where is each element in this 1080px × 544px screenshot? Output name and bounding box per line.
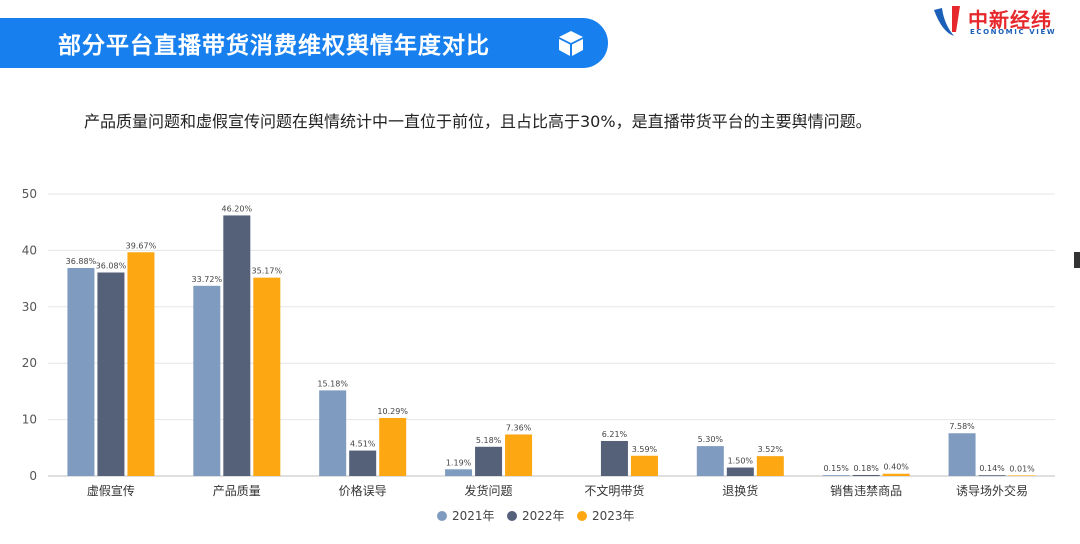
logo-mark-icon bbox=[934, 6, 960, 36]
y-tick-label: 30 bbox=[22, 300, 37, 314]
data-label: 0.01% bbox=[1009, 464, 1035, 473]
bar bbox=[852, 474, 880, 476]
legend-label: 2023年 bbox=[592, 509, 635, 523]
logo-subtitle: ECONOMIC VIEW bbox=[970, 28, 1057, 36]
bar bbox=[475, 446, 503, 476]
bar bbox=[756, 456, 784, 476]
bar bbox=[882, 473, 910, 476]
bar bbox=[349, 450, 377, 476]
y-tick-label: 50 bbox=[22, 187, 37, 201]
data-label: 39.67% bbox=[126, 241, 157, 250]
legend-label: 2022年 bbox=[522, 509, 565, 523]
x-tick-label: 不文明带货 bbox=[584, 483, 644, 498]
bar bbox=[67, 267, 95, 476]
data-label: 10.29% bbox=[377, 407, 408, 416]
bar bbox=[127, 252, 155, 476]
data-label: 36.88% bbox=[66, 257, 97, 266]
data-label: 4.51% bbox=[350, 440, 376, 449]
bar bbox=[445, 469, 473, 476]
bar bbox=[505, 434, 533, 476]
data-label: 3.59% bbox=[632, 445, 658, 454]
logo: 中新经纬 ECONOMIC VIEW bbox=[930, 2, 1080, 44]
data-label: 5.30% bbox=[698, 435, 724, 444]
x-tick-label: 退换货 bbox=[722, 483, 758, 498]
bar bbox=[822, 475, 850, 476]
cube-icon bbox=[559, 31, 583, 56]
bar bbox=[948, 433, 976, 476]
bar bbox=[600, 440, 628, 476]
bar bbox=[696, 446, 724, 476]
bar bbox=[223, 215, 251, 476]
x-tick-label: 虚假宣传 bbox=[87, 483, 135, 498]
bar bbox=[319, 390, 347, 476]
legend-label: 2021年 bbox=[452, 509, 495, 523]
legend-marker bbox=[577, 511, 587, 521]
data-label: 6.21% bbox=[602, 430, 628, 439]
y-tick-label: 0 bbox=[29, 469, 37, 483]
data-label: 0.40% bbox=[883, 463, 909, 472]
data-label: 7.58% bbox=[949, 422, 975, 431]
bar bbox=[726, 467, 754, 476]
bar bbox=[978, 475, 1006, 476]
bar bbox=[630, 455, 658, 476]
x-tick-label: 产品质量 bbox=[213, 484, 261, 498]
data-label: 33.72% bbox=[192, 275, 223, 284]
legend-marker bbox=[507, 511, 517, 521]
bar bbox=[97, 272, 125, 476]
data-label: 3.52% bbox=[758, 445, 784, 454]
bar bbox=[253, 277, 281, 476]
bar bbox=[193, 285, 221, 476]
data-label: 0.14% bbox=[979, 464, 1005, 473]
bar bbox=[1008, 475, 1036, 476]
y-tick-label: 20 bbox=[22, 356, 37, 370]
title-banner: 部分平台直播带货消费维权舆情年度对比 bbox=[0, 18, 608, 68]
x-tick-label: 销售违禁商品 bbox=[830, 483, 902, 498]
chart-subtitle: 产品质量问题和虚假宣传问题在舆情统计中一直位于前位，且占比高于30%，是直播带货… bbox=[84, 112, 872, 131]
data-label: 1.50% bbox=[728, 457, 754, 466]
legend-marker bbox=[437, 511, 447, 521]
data-label: 15.18% bbox=[317, 379, 348, 388]
logo-name: 中新经纬 bbox=[968, 8, 1052, 32]
data-label: 35.17% bbox=[252, 267, 283, 276]
x-tick-label: 价格误导 bbox=[339, 483, 387, 498]
data-label: 7.36% bbox=[506, 423, 532, 432]
x-tick-label: 发货问题 bbox=[465, 483, 513, 498]
page-title: 部分平台直播带货消费维权舆情年度对比 bbox=[58, 33, 490, 59]
data-label: 0.18% bbox=[853, 464, 879, 473]
y-tick-label: 40 bbox=[22, 243, 37, 257]
bar bbox=[379, 417, 407, 476]
scroll-marker bbox=[1074, 252, 1080, 268]
data-label: 36.08% bbox=[96, 262, 127, 271]
data-label: 1.19% bbox=[446, 458, 472, 467]
data-label: 5.18% bbox=[476, 436, 502, 445]
x-tick-label: 诱导场外交易 bbox=[956, 483, 1028, 498]
data-label: 46.20% bbox=[222, 204, 253, 213]
data-label: 0.15% bbox=[823, 464, 849, 473]
y-tick-label: 10 bbox=[22, 413, 37, 427]
